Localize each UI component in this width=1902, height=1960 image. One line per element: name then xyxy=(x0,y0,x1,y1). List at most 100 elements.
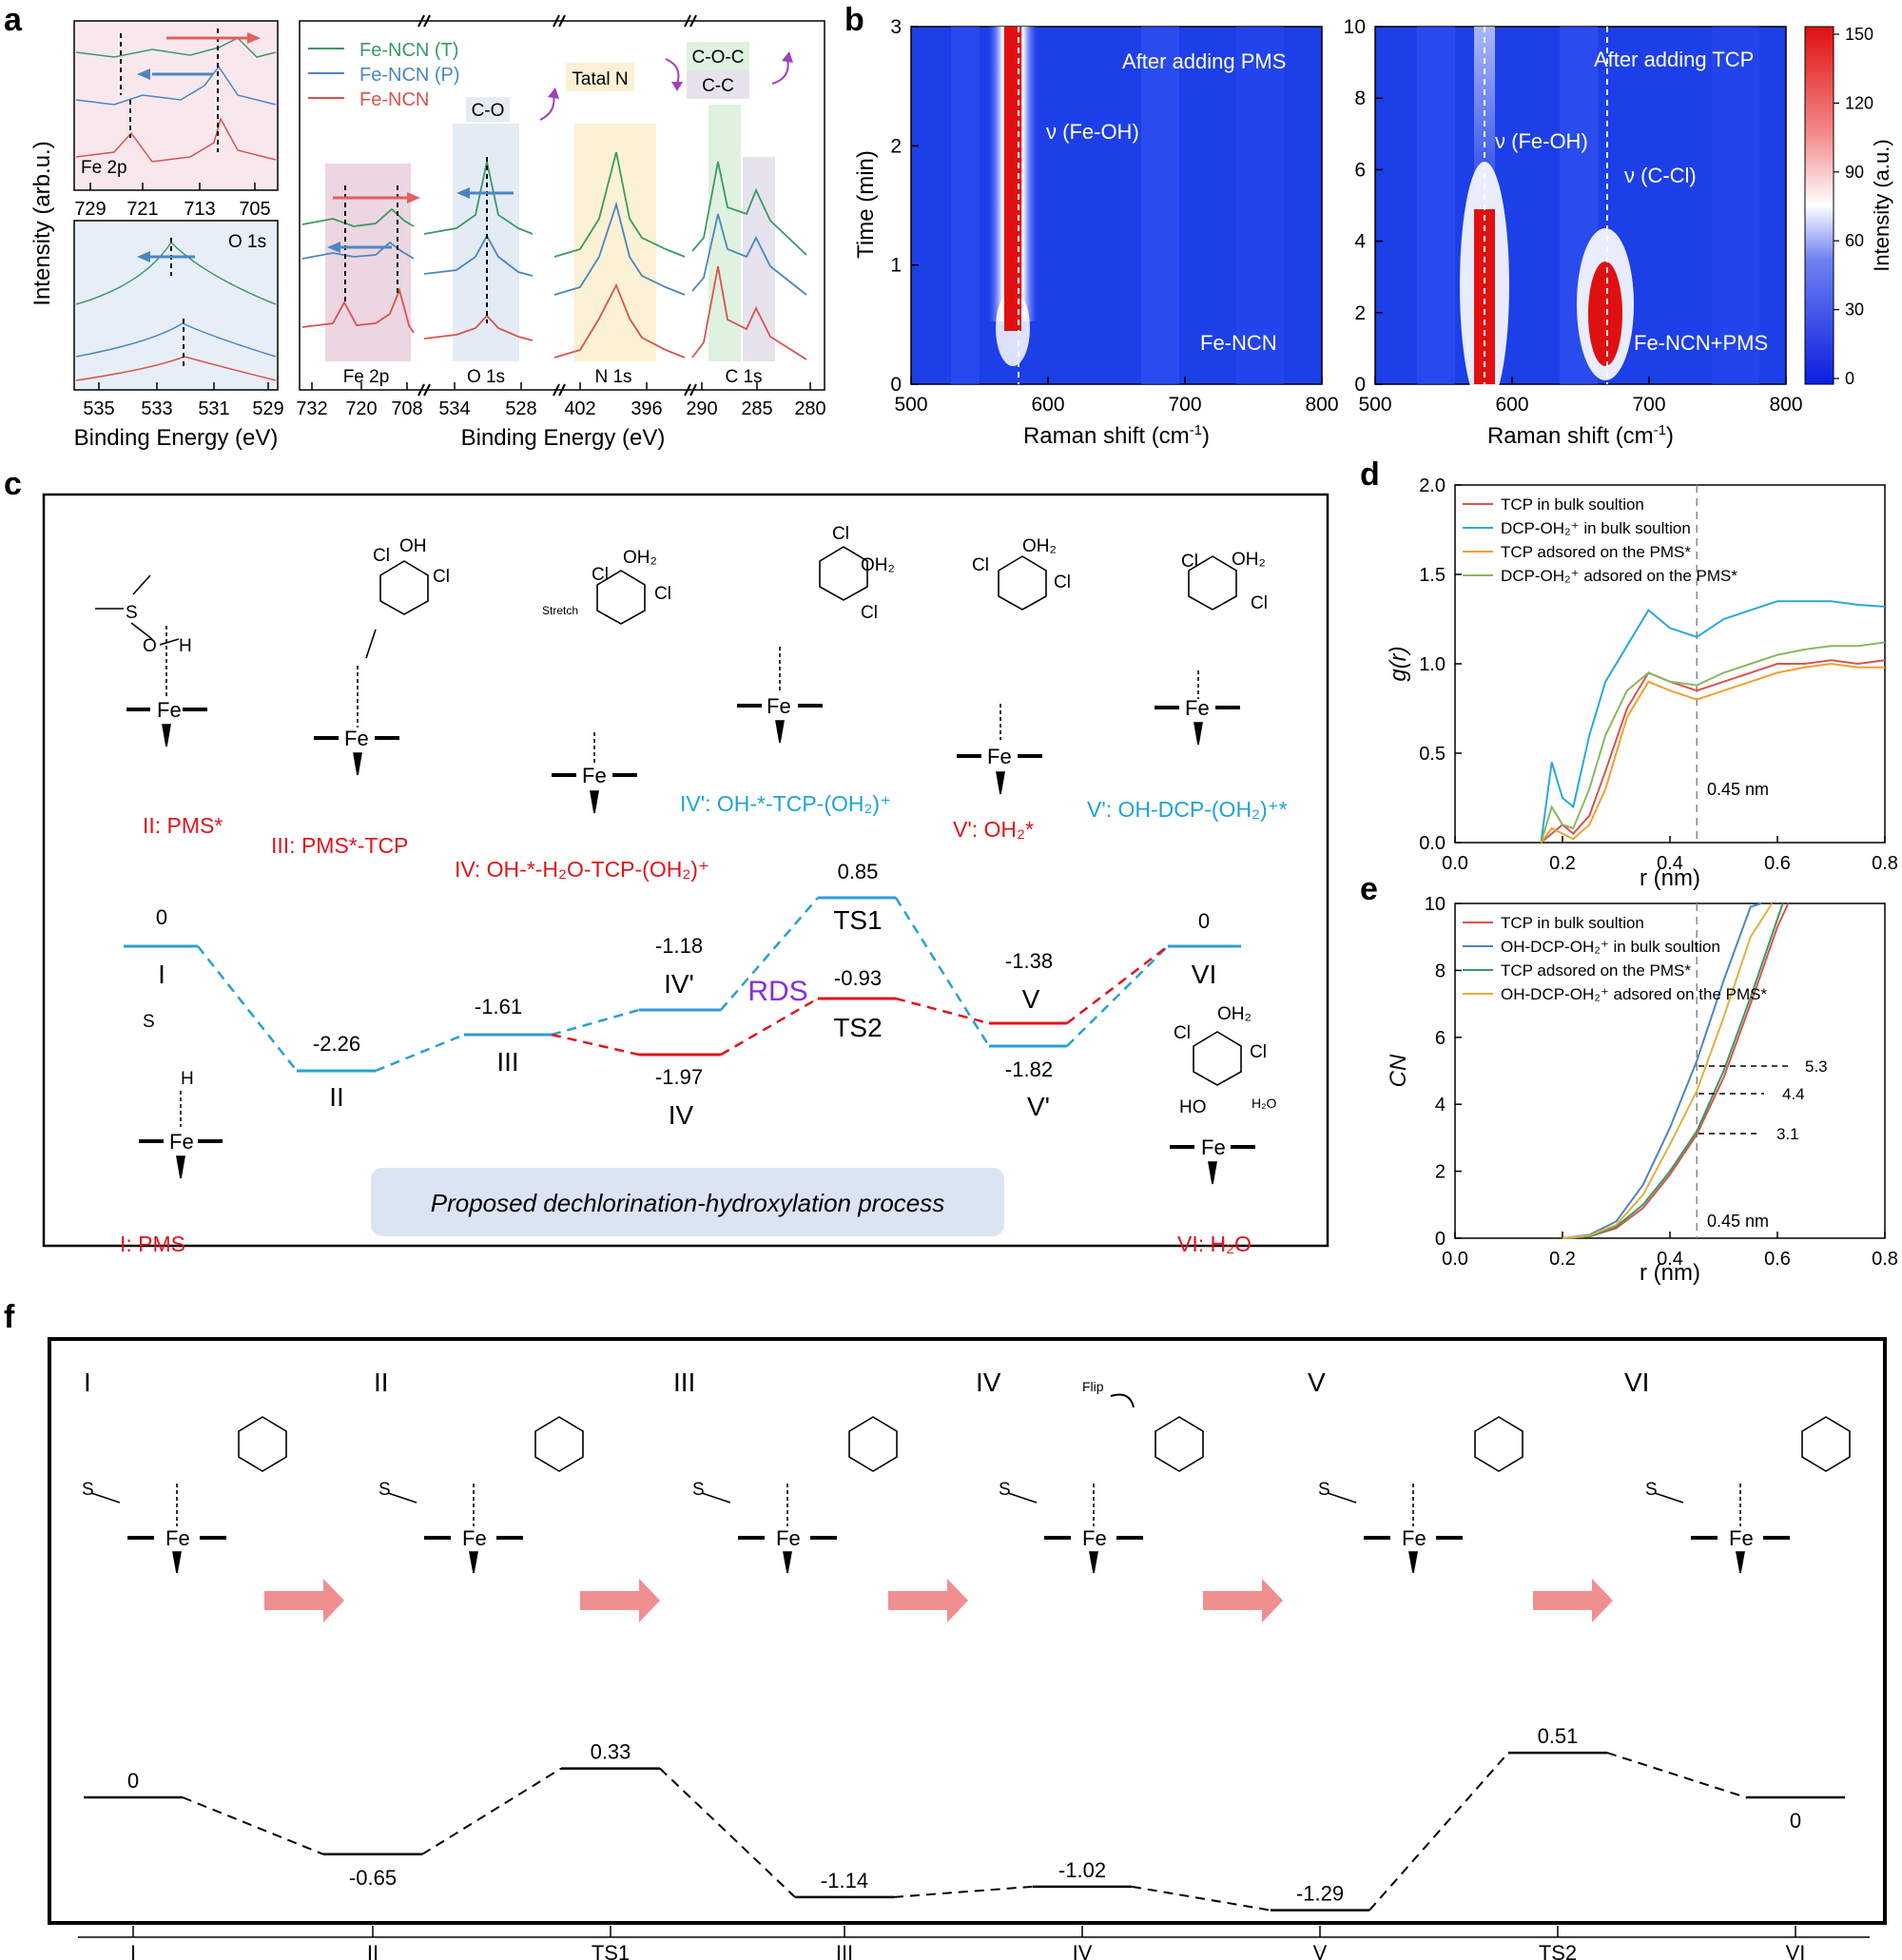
name-iii: III xyxy=(496,1047,518,1077)
species-vp-oh2: V': OH₂* xyxy=(953,817,1034,842)
f-s-atom: S xyxy=(1318,1480,1330,1500)
f-s-atom: S xyxy=(692,1480,705,1500)
f-level-value-4: -1.02 xyxy=(1058,1858,1106,1882)
raman-xtick-label: 500 xyxy=(894,394,927,416)
series-line-2 xyxy=(1540,662,1885,844)
f-level-value-5: -1.29 xyxy=(1296,1882,1344,1906)
raman-right-xlabel: Raman shift (cm-1) xyxy=(1487,422,1674,449)
colorbar-tick-label: 120 xyxy=(1845,93,1873,112)
f-ring xyxy=(238,1416,287,1472)
f-energy-profile: 0 -0.65 0.33 -1.14 -1.02 -1.29 0.51 0 xyxy=(84,1724,1845,1911)
o1s-tick-label: 529 xyxy=(252,398,283,419)
species-vp: V': OH-DCP-(OH₂)⁺* xyxy=(1087,797,1288,822)
f-axis-label-4: IV xyxy=(1073,1941,1093,1960)
cn-value-2: 4.4 xyxy=(1782,1085,1805,1103)
value-ii: -2.26 xyxy=(313,1032,360,1056)
o1s-tick-label: 531 xyxy=(198,398,229,419)
raman-left-ytick-label: 0 xyxy=(890,374,902,396)
cn-plot-frame xyxy=(1454,902,1886,1239)
f-connector-5 xyxy=(1368,1752,1509,1911)
f-structures: Fe S Fe S Fe S Fe S Fe S Fe S xyxy=(82,1416,1851,1574)
f-so-bond xyxy=(1654,1492,1684,1504)
f-axial-wedge xyxy=(1736,1551,1745,1574)
xps-tick-label: 280 xyxy=(794,398,825,419)
c-energy-profile: 0 I -2.26 II -1.61 III -1.18 IV' -1.97 I… xyxy=(124,860,1241,1130)
series-line-1 xyxy=(1562,902,1762,1239)
f-fe-atom: Fe xyxy=(1082,1526,1107,1550)
panel-letter-e: e xyxy=(1360,871,1378,907)
ytick-label: 0 xyxy=(1435,1229,1446,1250)
f-fe-atom: Fe xyxy=(462,1526,487,1550)
svg-text:Cl: Cl xyxy=(832,524,849,544)
series-line-1 xyxy=(1540,600,1886,844)
xps-tick-label: 528 xyxy=(505,398,536,419)
panel-letter-f: f xyxy=(4,1299,15,1335)
fe2p-tick-label: 705 xyxy=(239,199,270,220)
o1s-ticks: 535 533 531 529 xyxy=(83,382,284,419)
svg-text:Fe: Fe xyxy=(344,727,369,750)
colorbar-tick-label: 90 xyxy=(1845,163,1864,182)
f-axis-label-6: TS2 xyxy=(1539,1941,1577,1960)
cn-xlabel: r (nm) xyxy=(1640,1260,1700,1286)
colorbar-tick-label: 30 xyxy=(1845,301,1864,320)
svg-text:Fe: Fe xyxy=(157,698,182,722)
f-level-value-2: 0.33 xyxy=(591,1740,631,1764)
panel-e: e 0.0 0.2 0.4 0.6 0.8 0 2 4 6 8 10 TCP in bulk soul… xyxy=(1360,871,1898,1286)
raman-xtick-label: 700 xyxy=(1168,394,1201,416)
raman-left-ytick-label: 1 xyxy=(890,255,902,277)
svg-text:Cl: Cl xyxy=(1054,572,1071,592)
gr-marker-label: 0.45 nm xyxy=(1707,780,1769,799)
f-connector-6 xyxy=(1606,1752,1747,1798)
rds-label: RDS xyxy=(747,976,807,1007)
legend-entry-2: TCP adsored on the PMS* xyxy=(1501,543,1691,561)
band-cc-label: C-C xyxy=(702,76,734,96)
o1s-tick-label: 535 xyxy=(83,398,114,419)
panel-letter-d: d xyxy=(1360,456,1380,493)
svg-text:OH₂: OH₂ xyxy=(623,548,657,568)
species-iv: IV: OH-*-H₂O-TCP-(OH₂)⁺ xyxy=(455,857,709,882)
band-n-label: Tatal N xyxy=(572,69,628,89)
band-cc xyxy=(743,157,775,361)
legend-fe-ncn-t: Fe-NCN (T) xyxy=(359,40,458,61)
xtick-label: 0.4 xyxy=(1657,1249,1683,1270)
fe2p-inset-box xyxy=(73,20,279,191)
raman-right-ytick-label: 6 xyxy=(1354,159,1366,181)
legend-fe-ncn-p: Fe-NCN (P) xyxy=(359,65,460,86)
f-axis-label-7: VI xyxy=(1786,1941,1806,1960)
xtick-label: 0.2 xyxy=(1549,1249,1576,1270)
f-state-label-5: VI xyxy=(1624,1368,1649,1397)
value-ts2: -0.93 xyxy=(834,966,882,990)
raman-left-ytick-label: 2 xyxy=(890,135,902,157)
svg-text:Cl: Cl xyxy=(433,567,450,587)
svg-text:Fe: Fe xyxy=(1185,696,1210,720)
region-n1s: N 1s xyxy=(594,367,631,387)
value-iii: -1.61 xyxy=(475,995,522,1019)
f-state-label-3: IV xyxy=(976,1368,1001,1397)
svg-text:O: O xyxy=(143,636,157,656)
f-ring xyxy=(1801,1416,1851,1472)
f-connector-3 xyxy=(893,1885,1034,1898)
gr-plot: 0.0 0.2 0.4 0.6 0.8 0.0 0.5 1.0 1.5 2.0 TCP in bul… xyxy=(1419,475,1898,874)
xtick-label: 0.6 xyxy=(1764,1249,1791,1270)
value-vi: 0 xyxy=(1198,909,1210,933)
f-fe-atom: Fe xyxy=(1729,1526,1754,1550)
legend-entry-1: DCP-OH₂⁺ in bulk soultion xyxy=(1501,519,1691,537)
f-axis-label-2: TS1 xyxy=(592,1941,630,1960)
series-line-3 xyxy=(1562,902,1774,1239)
f-level-value-0: 0 xyxy=(127,1769,139,1793)
colorbar-label: Intensity (a.u.) xyxy=(1870,139,1893,271)
xtick-label: 0.4 xyxy=(1657,853,1683,874)
ytick-label: 1.0 xyxy=(1419,654,1446,675)
panel-c: c xyxy=(4,466,1329,1256)
panel-letter-c: c xyxy=(4,466,22,502)
ytick-label: 8 xyxy=(1435,961,1446,981)
name-ii: II xyxy=(329,1082,344,1112)
raman-xtick-label: 700 xyxy=(1632,394,1665,416)
f-axial-wedge xyxy=(1089,1551,1098,1574)
gr-ylabel: g(r) xyxy=(1386,646,1411,681)
svg-text:Cl: Cl xyxy=(1174,1023,1191,1043)
f-state-label-0: I xyxy=(84,1368,91,1397)
f-state-label-2: III xyxy=(673,1368,695,1397)
